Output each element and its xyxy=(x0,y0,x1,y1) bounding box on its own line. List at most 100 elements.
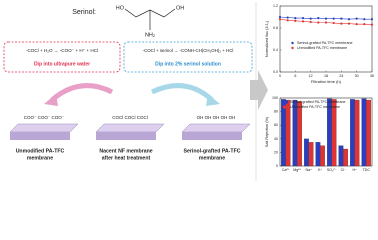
x-tick-label: 18 xyxy=(324,74,328,78)
x-tick-label: Ca²⁺ xyxy=(282,168,290,172)
membrane-label: Serinol-grafted PA-TFC xyxy=(184,148,241,154)
membrane-label: Nacent NF membrane xyxy=(99,148,152,154)
x-tick-label: Cl⁻ xyxy=(341,168,346,172)
point xyxy=(286,19,289,22)
legend-label: Unmodified PA-TFC membrane xyxy=(290,105,340,109)
y-axis-label: Salt Rejection (%) xyxy=(265,116,269,147)
y-tick-label: 0.4 xyxy=(273,48,278,52)
bar xyxy=(292,99,298,167)
arrowhead xyxy=(206,94,220,106)
bar xyxy=(366,99,371,167)
x-tick-label: 0 xyxy=(279,74,281,78)
y-tick-label: 0 xyxy=(276,164,278,168)
membrane xyxy=(95,123,165,133)
arrow xyxy=(250,70,268,110)
bar xyxy=(308,142,314,167)
x-tick-label: H⁺ xyxy=(353,168,358,172)
x-tick-label: K⁺ xyxy=(318,168,322,172)
bar xyxy=(285,99,291,167)
point xyxy=(370,18,374,21)
point xyxy=(317,17,320,20)
arrow xyxy=(150,83,214,102)
plot-frame xyxy=(279,97,373,167)
y-tick-label: 0.0 xyxy=(273,70,278,74)
x-tick-label: 6 xyxy=(294,74,296,78)
point xyxy=(363,18,366,21)
reaction-box xyxy=(123,41,253,73)
step: Dip into ultrapure water xyxy=(34,61,90,67)
membrane xyxy=(181,123,251,133)
surface-groups: COCl COCl COCl xyxy=(112,115,148,120)
point xyxy=(355,23,358,26)
point xyxy=(324,21,328,24)
legend-swatch xyxy=(291,41,294,45)
point xyxy=(324,17,328,20)
point xyxy=(370,23,374,26)
y-tick-label: 0.8 xyxy=(273,26,278,30)
legend-swatch xyxy=(291,46,294,50)
y-tick-label: 80 xyxy=(274,110,278,114)
reaction-box xyxy=(3,41,121,73)
bar xyxy=(281,99,286,167)
membrane-label: membrane xyxy=(199,155,225,161)
point xyxy=(301,17,305,20)
point xyxy=(286,16,289,19)
legend-label: Unmodified PA-TFC membrane xyxy=(297,46,347,50)
arrow xyxy=(50,83,114,102)
y-axis-label: Normalized flux (J/J₀) xyxy=(265,20,269,57)
surface-groups: OH OH OH OH OH xyxy=(197,115,236,120)
point xyxy=(340,22,343,25)
arrowhead xyxy=(44,94,58,106)
point xyxy=(332,21,335,25)
legend-swatch xyxy=(283,100,288,104)
point xyxy=(294,17,297,20)
point xyxy=(317,21,320,24)
x-axis-label: Filtration time (h) xyxy=(311,79,342,84)
membrane xyxy=(10,132,70,140)
y-tick-label: 100 xyxy=(272,96,278,100)
point xyxy=(309,17,312,20)
point xyxy=(340,17,343,20)
point xyxy=(347,18,351,21)
point xyxy=(332,17,335,20)
legend-label: Serinol-grafted PA-TFC membrane xyxy=(290,100,345,104)
membrane-label: membrane xyxy=(27,155,53,161)
atom: HO xyxy=(116,5,125,11)
membranes xyxy=(9,123,251,140)
legend-swatch xyxy=(283,105,288,109)
step: Dip into 2% serinol solution xyxy=(155,61,221,67)
x-tick-label: SO₄²⁻ xyxy=(327,168,337,172)
point xyxy=(347,22,351,25)
membrane xyxy=(96,132,156,140)
point xyxy=(363,23,366,26)
y-tick-label: 60 xyxy=(274,123,278,127)
x-tick-label: TDC xyxy=(363,168,371,172)
legend-label: Serinol-grafted PA-TFC membrane xyxy=(297,41,352,45)
point xyxy=(355,17,358,20)
x-tick-label: Na⁺ xyxy=(306,168,313,172)
serinol-label: Serinol: xyxy=(72,9,96,16)
bar xyxy=(350,99,355,167)
bar xyxy=(343,148,348,167)
equation: -COCl + serinol → -CONH-CH(CH₂OH)₂ + HCl xyxy=(143,48,234,53)
atom: NH₂ xyxy=(145,32,155,38)
point xyxy=(309,20,312,24)
y-tick-label: 1.2 xyxy=(273,4,278,8)
x-tick-label: 30 xyxy=(355,74,359,78)
x-tick-label: 12 xyxy=(309,74,313,78)
surface-groups: COO⁻ COO⁻ COO⁻ xyxy=(24,115,65,120)
bar xyxy=(338,145,344,167)
plot-frame xyxy=(279,5,373,73)
bar xyxy=(331,99,337,167)
point xyxy=(301,20,305,23)
y-tick-label: 20 xyxy=(274,150,278,154)
atom: OH xyxy=(176,5,184,11)
y-tick-label: 40 xyxy=(274,137,278,141)
equation: -COCl + H₂O → -COO⁻ + H⁺ + HCl xyxy=(26,48,98,53)
bar xyxy=(297,101,302,167)
bar xyxy=(304,138,309,167)
x-tick-label: Mg²⁺ xyxy=(293,168,301,172)
membrane xyxy=(9,123,79,133)
bar xyxy=(354,99,360,167)
membrane-label: Unmodified PA-TFC xyxy=(16,148,65,154)
